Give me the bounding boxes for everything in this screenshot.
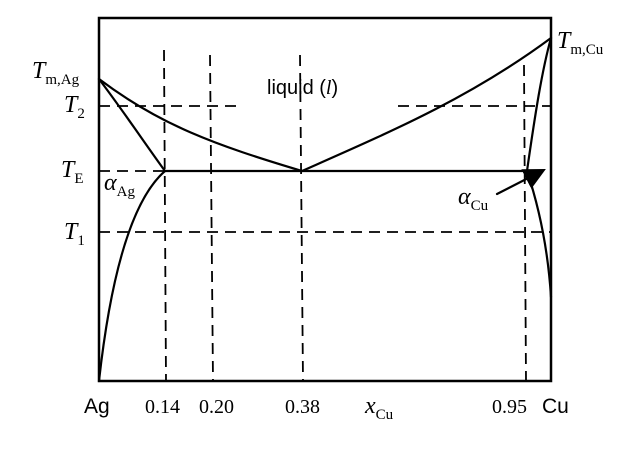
cu-side-solvus-curve	[525, 169, 553, 299]
tick-label-0-38: 0.38	[285, 396, 320, 418]
cu-endpoint-label: Cu	[542, 395, 569, 418]
alpha-ag-label: αAg	[104, 170, 135, 200]
t-melt-ag-label: Tm,Ag	[32, 58, 80, 88]
ag-side-liquidus-curve	[97, 77, 304, 173]
ag-endpoint-label: Ag	[84, 395, 110, 418]
cu-side-liquidus-curve	[300, 36, 553, 173]
t2-label: T2	[64, 92, 85, 122]
ag-side-solidus-curve	[97, 77, 167, 173]
composition-0-38-dashed-line	[299, 54, 304, 382]
composition-0-14-dashed-line	[163, 49, 167, 382]
tick-label-0-20: 0.20	[199, 396, 234, 418]
alpha-cu-pointer-arrow	[495, 168, 546, 196]
t-melt-cu-label: Tm,Cu	[557, 28, 604, 58]
composition-0-95-dashed-line	[523, 64, 527, 382]
x-axis-label: xCu	[364, 393, 394, 423]
ag-side-solvus-curve	[97, 169, 167, 383]
tick-label-0-95: 0.95	[492, 396, 527, 418]
tick-label-0-14: 0.14	[145, 396, 180, 418]
te-label: TE	[61, 157, 84, 187]
cu-side-solidus-curve	[525, 36, 553, 173]
t1-label: T1	[64, 219, 85, 249]
composition-0-20-dashed-line	[209, 54, 214, 382]
plot-frame	[97, 16, 553, 383]
liquid-region-label: liquid (l)	[267, 77, 338, 99]
alpha-cu-label: αCu	[458, 184, 489, 214]
